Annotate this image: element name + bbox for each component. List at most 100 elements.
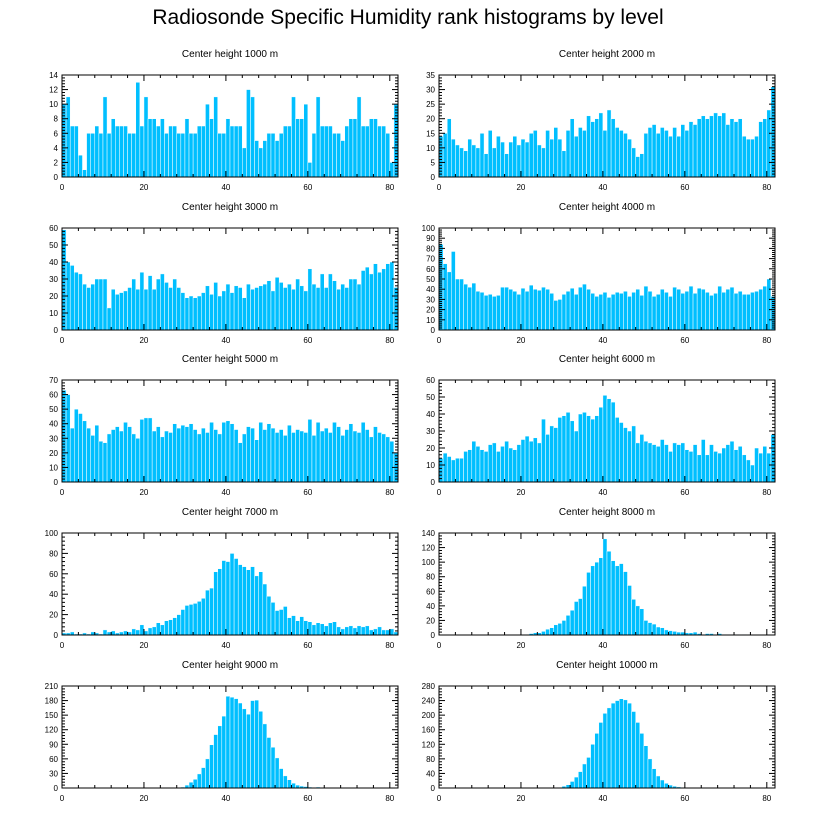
histogram-bar bbox=[274, 610, 280, 636]
histogram-bar bbox=[78, 413, 83, 483]
histogram-bar bbox=[287, 779, 292, 789]
histogram-bar bbox=[602, 130, 608, 178]
histogram-bar bbox=[692, 444, 698, 483]
histogram-bar bbox=[709, 295, 714, 331]
histogram-bar bbox=[119, 430, 124, 483]
y-tick-label: 120 bbox=[422, 544, 436, 553]
y-tick-label: 20 bbox=[426, 306, 435, 315]
histogram-bar bbox=[770, 86, 776, 178]
histogram-bar bbox=[684, 449, 690, 483]
histogram-bar bbox=[713, 451, 718, 483]
y-tick-label: 100 bbox=[422, 224, 436, 233]
histogram-bar bbox=[508, 288, 514, 331]
histogram-bar bbox=[352, 278, 358, 331]
histogram-bar bbox=[700, 439, 706, 483]
histogram-bar bbox=[610, 118, 616, 178]
y-tick-label: 20 bbox=[49, 292, 58, 301]
histogram-bar bbox=[61, 103, 67, 178]
x-tick-label: 20 bbox=[516, 488, 525, 497]
x-tick-label: 0 bbox=[60, 794, 65, 803]
y-tick-label: 40 bbox=[426, 410, 435, 419]
histogram-bar bbox=[766, 109, 772, 178]
histogram-bar bbox=[614, 565, 620, 636]
histogram-bar bbox=[246, 89, 251, 178]
x-tick-label: 0 bbox=[60, 488, 65, 497]
histogram-bar bbox=[364, 429, 370, 483]
histogram-bar bbox=[160, 436, 165, 483]
histogram-bar bbox=[758, 288, 763, 331]
histogram-bar bbox=[746, 294, 751, 331]
x-tick-label: 40 bbox=[598, 336, 607, 345]
histogram-bar bbox=[754, 290, 759, 331]
histogram-bar bbox=[590, 565, 595, 636]
histogram-bar bbox=[319, 273, 325, 331]
histogram-bar bbox=[364, 266, 370, 331]
histogram-bar bbox=[336, 288, 341, 331]
histogram-bar bbox=[291, 96, 296, 178]
histogram-bar bbox=[160, 118, 165, 178]
x-tick-label: 20 bbox=[516, 794, 525, 803]
histogram-bar bbox=[254, 140, 259, 178]
histogram-bar bbox=[754, 447, 759, 483]
histogram-bar bbox=[479, 292, 485, 331]
histogram-bar bbox=[360, 422, 366, 483]
histogram-bar bbox=[356, 432, 362, 483]
histogram-bar bbox=[311, 283, 317, 331]
histogram-bar bbox=[377, 626, 382, 636]
histogram-bar bbox=[164, 430, 169, 483]
histogram-bar bbox=[213, 429, 218, 483]
histogram-bar bbox=[266, 133, 272, 178]
y-tick-label: 50 bbox=[426, 275, 435, 284]
histogram-bar bbox=[69, 125, 75, 178]
y-tick-label: 2 bbox=[54, 158, 59, 167]
histogram-bar bbox=[127, 287, 132, 331]
histogram-bar bbox=[631, 147, 636, 178]
histogram-bar bbox=[578, 598, 583, 636]
histogram-bar bbox=[655, 133, 661, 178]
plot-frame bbox=[438, 532, 776, 636]
histogram-bar bbox=[295, 620, 300, 636]
x-tick-label: 60 bbox=[303, 336, 312, 345]
histogram-bar bbox=[209, 118, 214, 178]
histogram-bar bbox=[479, 133, 485, 178]
histogram-bar bbox=[78, 273, 83, 331]
histogram-bar bbox=[131, 628, 137, 636]
histogram-bar bbox=[229, 292, 235, 331]
histogram-bar bbox=[578, 127, 583, 178]
histogram-bar bbox=[610, 401, 616, 483]
y-tick-label: 60 bbox=[49, 391, 58, 400]
histogram-bar bbox=[713, 293, 718, 331]
histogram-bar bbox=[172, 125, 177, 178]
histogram-bar bbox=[516, 144, 522, 178]
histogram-bar bbox=[594, 296, 600, 331]
histogram-bar bbox=[115, 125, 120, 178]
histogram-bar bbox=[348, 423, 354, 483]
histogram-bar bbox=[471, 282, 477, 331]
histogram-bar bbox=[131, 433, 137, 483]
histogram-bar bbox=[229, 553, 235, 636]
histogram-bar bbox=[643, 620, 649, 636]
histogram-bar bbox=[696, 454, 702, 483]
y-tick-label: 240 bbox=[422, 697, 436, 706]
histogram-bar bbox=[340, 283, 345, 331]
y-tick-label: 120 bbox=[422, 740, 436, 749]
histogram-bar bbox=[209, 294, 214, 331]
y-tick-label: 14 bbox=[49, 71, 58, 80]
y-tick-label: 0 bbox=[431, 478, 436, 487]
histogram-bar bbox=[176, 287, 182, 331]
histogram-bar bbox=[553, 300, 559, 331]
histogram-bar bbox=[127, 133, 132, 178]
histogram-bar bbox=[360, 270, 366, 331]
histogram-bar bbox=[287, 617, 292, 636]
histogram-bar bbox=[254, 287, 259, 331]
histogram-bar bbox=[672, 442, 677, 483]
histogram-bar bbox=[221, 422, 227, 483]
histogram-bar bbox=[139, 624, 145, 636]
y-tick-label: 0 bbox=[54, 478, 59, 487]
x-tick-label: 0 bbox=[437, 488, 442, 497]
histogram-bar bbox=[319, 430, 325, 483]
histogram-bar bbox=[283, 775, 288, 789]
histogram-bar bbox=[168, 619, 173, 636]
histogram-bar bbox=[590, 293, 595, 331]
